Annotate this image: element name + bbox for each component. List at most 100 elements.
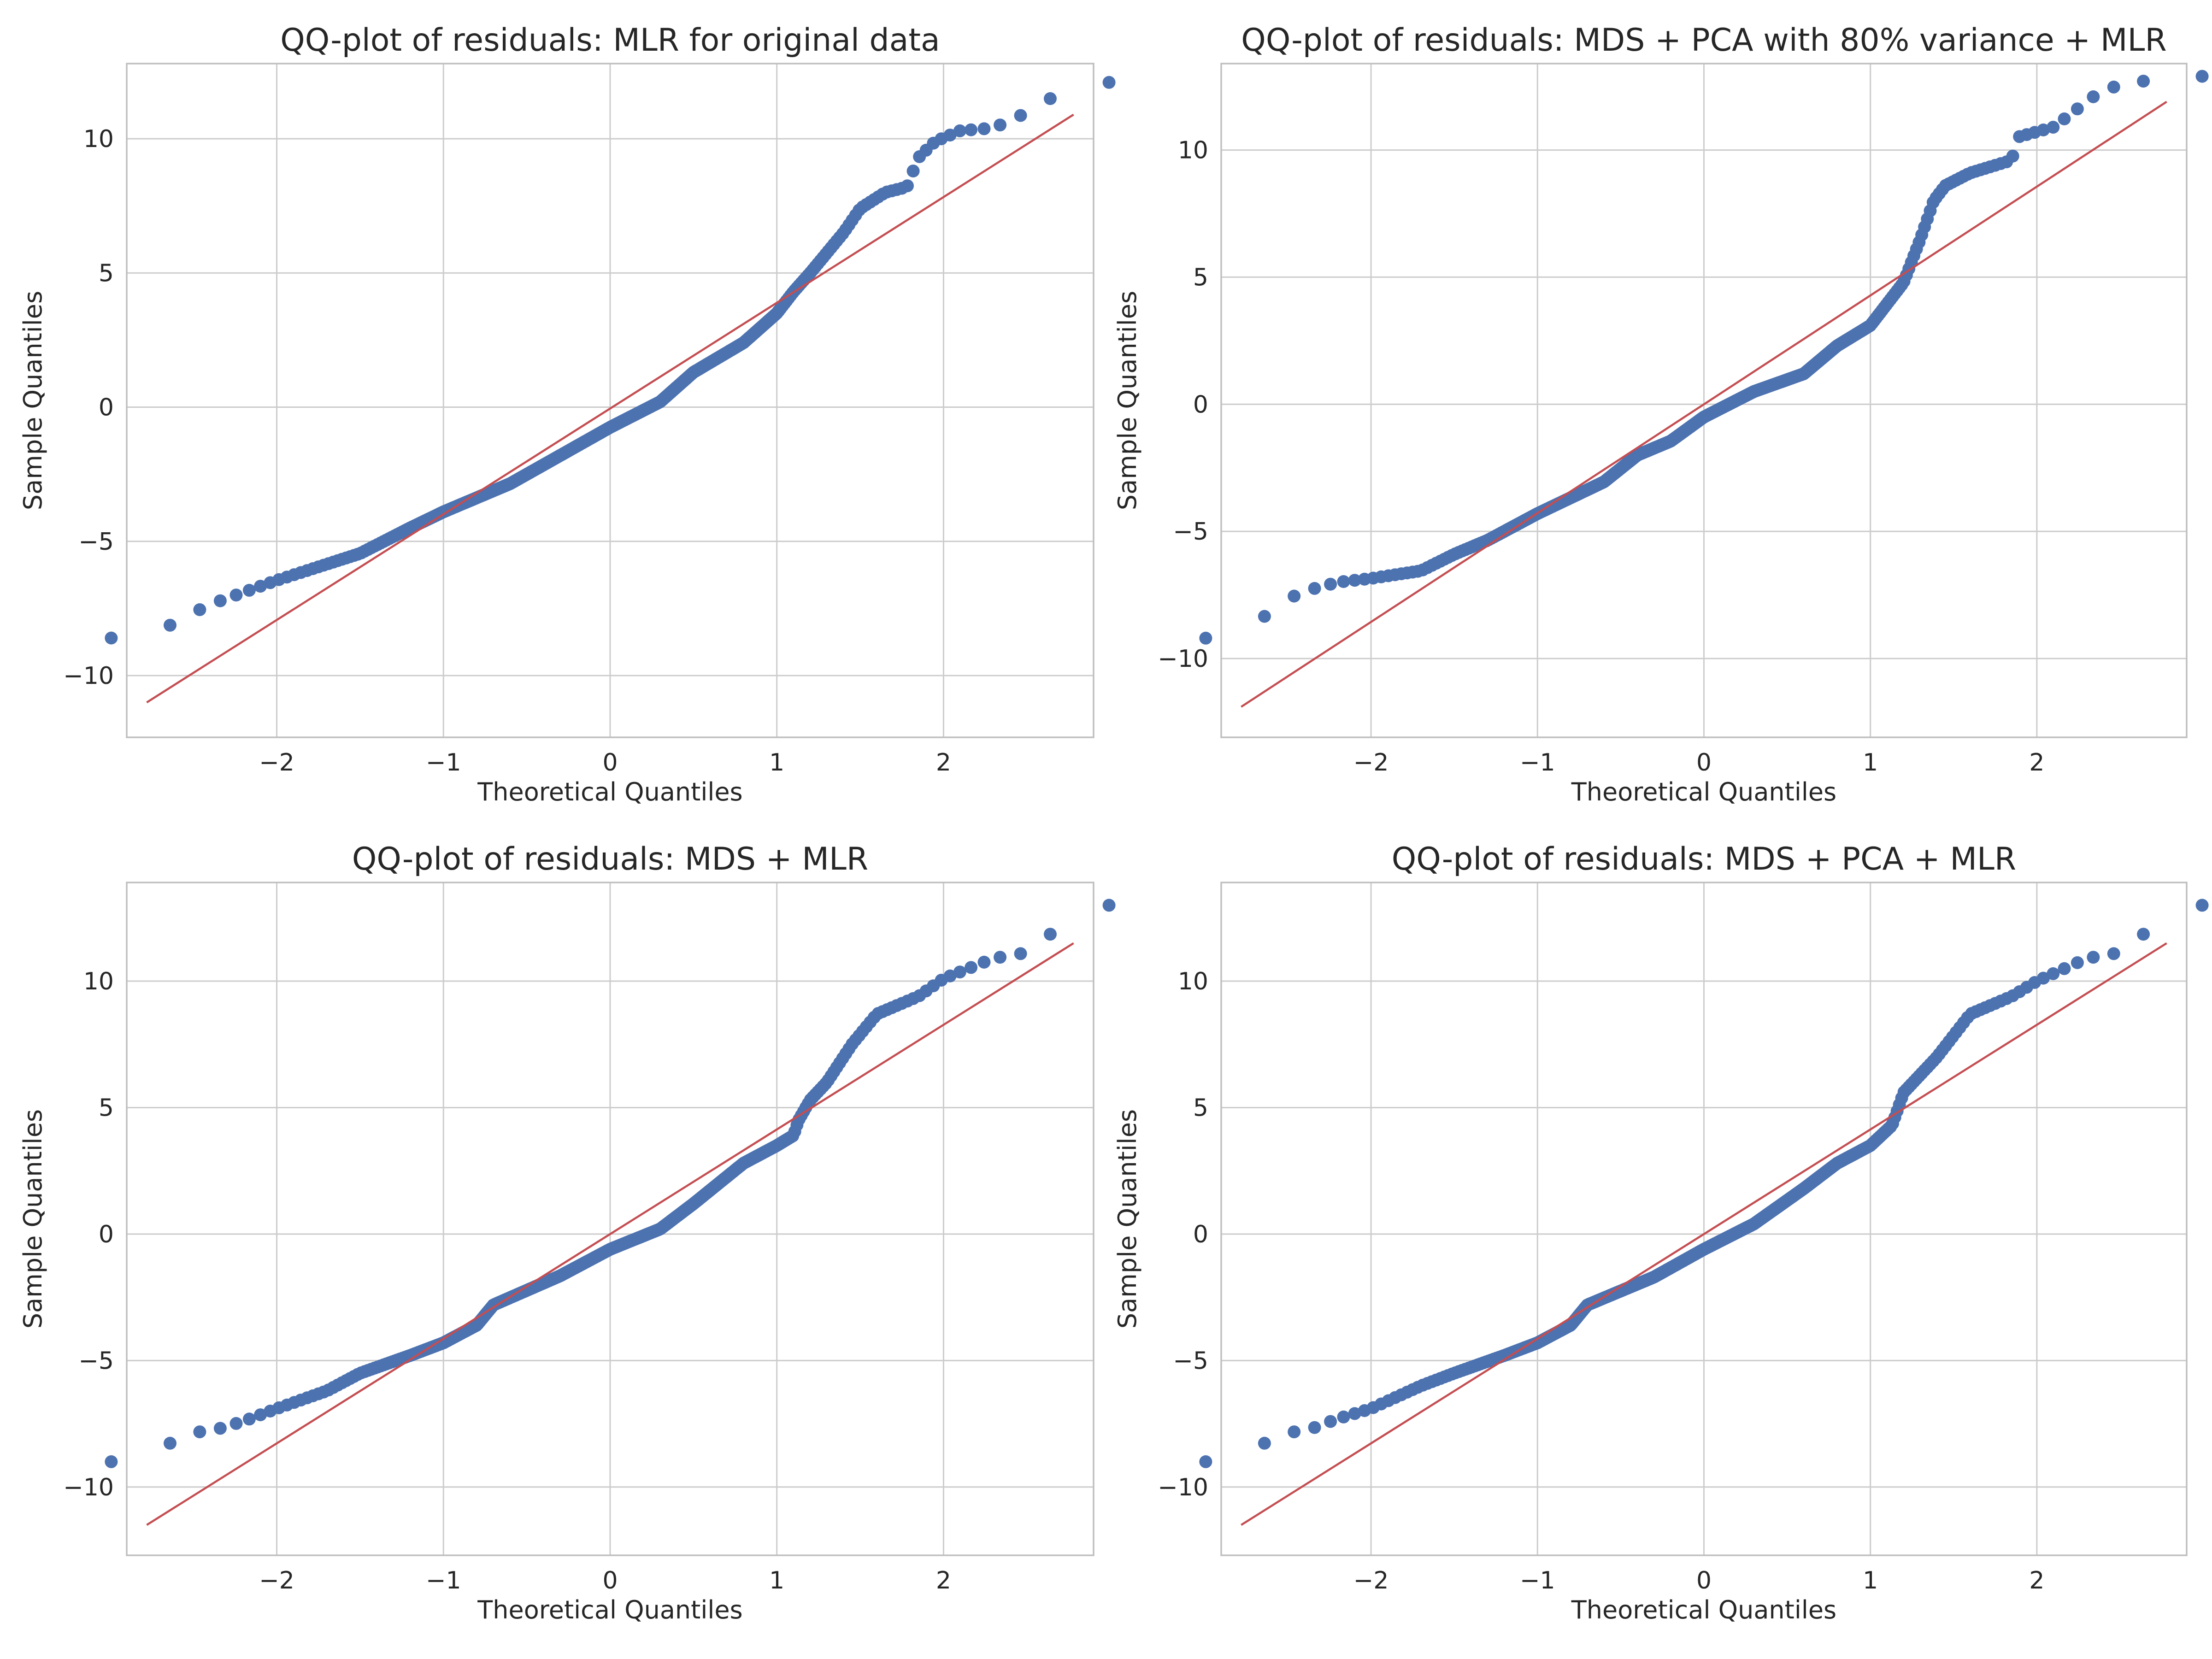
y-tick-label: 0 [99, 394, 114, 422]
x-axis-label: Theoretical Quantiles [477, 1595, 742, 1624]
x-axis-label: Theoretical Quantiles [477, 777, 742, 806]
x-tick-label: −1 [426, 749, 461, 777]
qq-point [213, 1422, 227, 1435]
qq-point [1337, 575, 1350, 588]
qq-point [1258, 610, 1271, 623]
x-tick-label: −1 [426, 1567, 461, 1594]
axes-frame [126, 882, 1094, 1556]
qq-point [2047, 121, 2060, 134]
qq-point [943, 129, 957, 142]
qq-point [2195, 70, 2209, 83]
reference-line [146, 113, 1074, 704]
qq-point [1308, 1421, 1321, 1434]
qq-point [2137, 928, 2150, 941]
y-tick-label: −10 [1158, 1474, 1208, 1501]
qq-point [2037, 971, 2050, 985]
x-tick-label: 1 [1863, 749, 1878, 777]
qq-point [1348, 574, 1361, 587]
sample-points [105, 76, 1116, 645]
chart-title: QQ-plot of residuals: MDS + PCA + MLR [1392, 841, 2016, 877]
y-axis-label: Sample Quantiles [1113, 291, 1142, 510]
qq-point [1044, 928, 1057, 941]
qq-point [242, 1412, 256, 1426]
x-tick-label: 2 [936, 1567, 951, 1594]
qq-point [2058, 962, 2071, 975]
y-tick-label: −10 [63, 662, 114, 690]
x-axis-label: Theoretical Quantiles [1571, 1595, 1836, 1624]
y-tick-label: 10 [83, 968, 114, 995]
x-tick-label: −2 [1353, 749, 1389, 777]
qq-point [229, 1417, 243, 1430]
qq-point [2071, 102, 2084, 116]
chart-title: QQ-plot of residuals: MDS + MLR [352, 841, 868, 877]
qq-point [1014, 947, 1027, 960]
qq-point [977, 955, 991, 969]
reference-line [146, 942, 1074, 1526]
qq-point [994, 951, 1007, 964]
y-tick-label: 5 [99, 259, 114, 287]
qq-point [953, 124, 966, 137]
qq-point [229, 588, 243, 602]
qq-point [213, 594, 227, 607]
qq-point [1348, 1407, 1361, 1420]
qq-point [965, 123, 978, 136]
y-tick-label: 10 [1178, 137, 1208, 165]
y-tick-label: −10 [1158, 645, 1208, 673]
x-tick-label: −1 [1520, 749, 1555, 777]
x-tick-label: 2 [2029, 1567, 2044, 1594]
x-tick-label: −2 [1353, 1567, 1389, 1594]
x-tick-label: 0 [1696, 749, 1712, 777]
qq-point [193, 1425, 206, 1439]
axes-frame [1220, 882, 2188, 1556]
qq-point [242, 583, 256, 597]
x-tick-label: 1 [769, 749, 784, 777]
qq-point [1102, 899, 1116, 912]
qq-point [977, 122, 991, 135]
qq-point [943, 969, 957, 982]
qq-point [2087, 951, 2100, 964]
y-axis-label: Sample Quantiles [18, 1109, 47, 1329]
y-tick-label: 5 [1193, 264, 1208, 291]
qq-point [1014, 109, 1027, 122]
qq-point [1044, 92, 1057, 105]
qq-point [105, 631, 118, 645]
x-tick-label: −2 [259, 749, 294, 777]
qq-point [2137, 75, 2150, 88]
x-tick-label: −2 [259, 1567, 294, 1594]
qq-point [254, 580, 267, 593]
qq-point [1324, 577, 1337, 591]
qq-point [1308, 582, 1321, 595]
qq-point [1288, 1425, 1301, 1439]
x-tick-label: 2 [2029, 749, 2044, 777]
qq-point [164, 618, 176, 632]
qq-point [1337, 1410, 1350, 1424]
x-tick-label: 2 [936, 749, 951, 777]
qq-point [1102, 76, 1116, 89]
y-axis-label: Sample Quantiles [1113, 1109, 1142, 1329]
qq-point [994, 118, 1007, 132]
y-tick-label: 0 [1193, 391, 1208, 418]
qq-point [2047, 967, 2060, 980]
y-tick-label: 10 [1178, 968, 1208, 995]
qq-point [1199, 631, 1212, 645]
y-tick-label: −5 [78, 1347, 114, 1375]
qq-point [2037, 124, 2050, 136]
y-tick-label: 10 [83, 125, 114, 153]
qq-point [2071, 956, 2084, 969]
x-tick-label: 1 [769, 1567, 784, 1594]
qq-point [1288, 589, 1301, 603]
x-tick-label: −1 [1520, 1567, 1555, 1594]
qq-point [2058, 112, 2071, 125]
x-axis-label: Theoretical Quantiles [1571, 777, 1836, 806]
y-tick-label: −5 [1173, 518, 1208, 546]
qq-point [164, 1436, 176, 1450]
qq-point [2006, 149, 2019, 163]
qq-point [105, 1455, 118, 1468]
y-tick-label: −5 [78, 528, 114, 556]
y-tick-label: −5 [1173, 1347, 1208, 1375]
reference-line [1241, 100, 2167, 708]
